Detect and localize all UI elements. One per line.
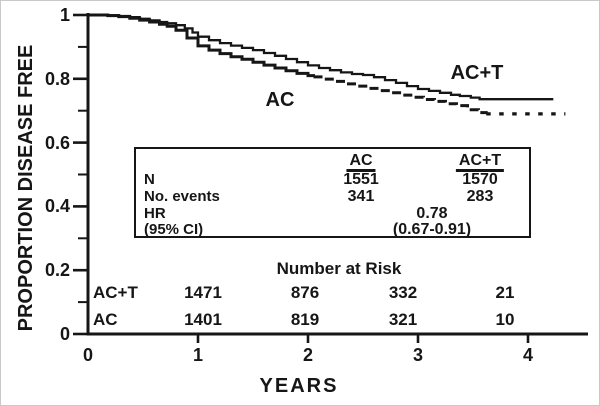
x-tick-label: 4 (522, 345, 533, 365)
inset-row-label-hr: HR (144, 205, 166, 222)
x-tick-label: 1 (192, 345, 203, 365)
x-axis-title: YEARS (259, 375, 339, 397)
ac-curve-line-solid (88, 13, 315, 78)
inset-value-n-act: 1570 (462, 171, 498, 188)
axes (73, 13, 588, 343)
y-tick-label: 0 (59, 324, 70, 344)
risk-value: 819 (290, 310, 320, 329)
inset-col-header-act: AC+T (455, 153, 505, 172)
risk-row-label-act: AC+T (93, 283, 138, 302)
risk-value: 1471 (184, 283, 222, 302)
inset-row-label-ci: (95% CI) (144, 221, 204, 238)
y-tick-label: 0.6 (44, 133, 70, 153)
risk-value: 332 (388, 283, 418, 302)
summary-stats-box: AC AC+T N 1551 1570 No. events 341 283 H… (134, 147, 531, 238)
y-tick-label: 0.2 (44, 260, 70, 280)
risk-row-label-ac: AC (93, 310, 118, 329)
curve-label-act: AC+T (450, 62, 504, 84)
inset-value-events-ac: 341 (347, 188, 375, 205)
x-tick-label: 0 (82, 345, 93, 365)
x-tick-label: 2 (302, 345, 313, 365)
inset-col-header-ac: AC (346, 153, 376, 172)
inset-value-ci: (0.67-0.91) (392, 221, 472, 238)
inset-row-label-events: No. events (144, 188, 220, 205)
x-tick-label: 3 (412, 345, 423, 365)
risk-value: 876 (290, 283, 320, 302)
ac-curve-line-dashed (313, 75, 488, 115)
curve-label-ac: AC (265, 89, 295, 111)
inset-value-n-ac: 1551 (343, 171, 379, 188)
risk-value: 1401 (184, 310, 222, 329)
y-tick-label: 1 (59, 5, 70, 25)
act-curve-line (88, 13, 554, 101)
risk-value: 10 (495, 310, 515, 329)
y-tick-label: 0.4 (44, 196, 70, 216)
risk-value: 21 (495, 283, 515, 302)
risk-value: 321 (388, 310, 418, 329)
inset-row-label-n: N (144, 171, 155, 188)
inset-value-events-act: 283 (466, 188, 494, 205)
number-at-risk-title: Number at Risk (276, 259, 402, 278)
inset-value-hr: 0.78 (416, 205, 448, 222)
y-tick-label: 0.8 (44, 69, 70, 89)
